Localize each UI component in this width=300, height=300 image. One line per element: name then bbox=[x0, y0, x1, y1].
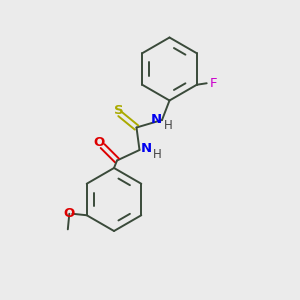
Text: H: H bbox=[153, 148, 162, 161]
Text: S: S bbox=[114, 104, 123, 117]
Text: O: O bbox=[93, 136, 105, 149]
Text: O: O bbox=[64, 207, 75, 220]
Text: N: N bbox=[140, 142, 152, 155]
Text: F: F bbox=[209, 77, 217, 90]
Text: H: H bbox=[164, 119, 172, 132]
Text: N: N bbox=[151, 113, 162, 127]
